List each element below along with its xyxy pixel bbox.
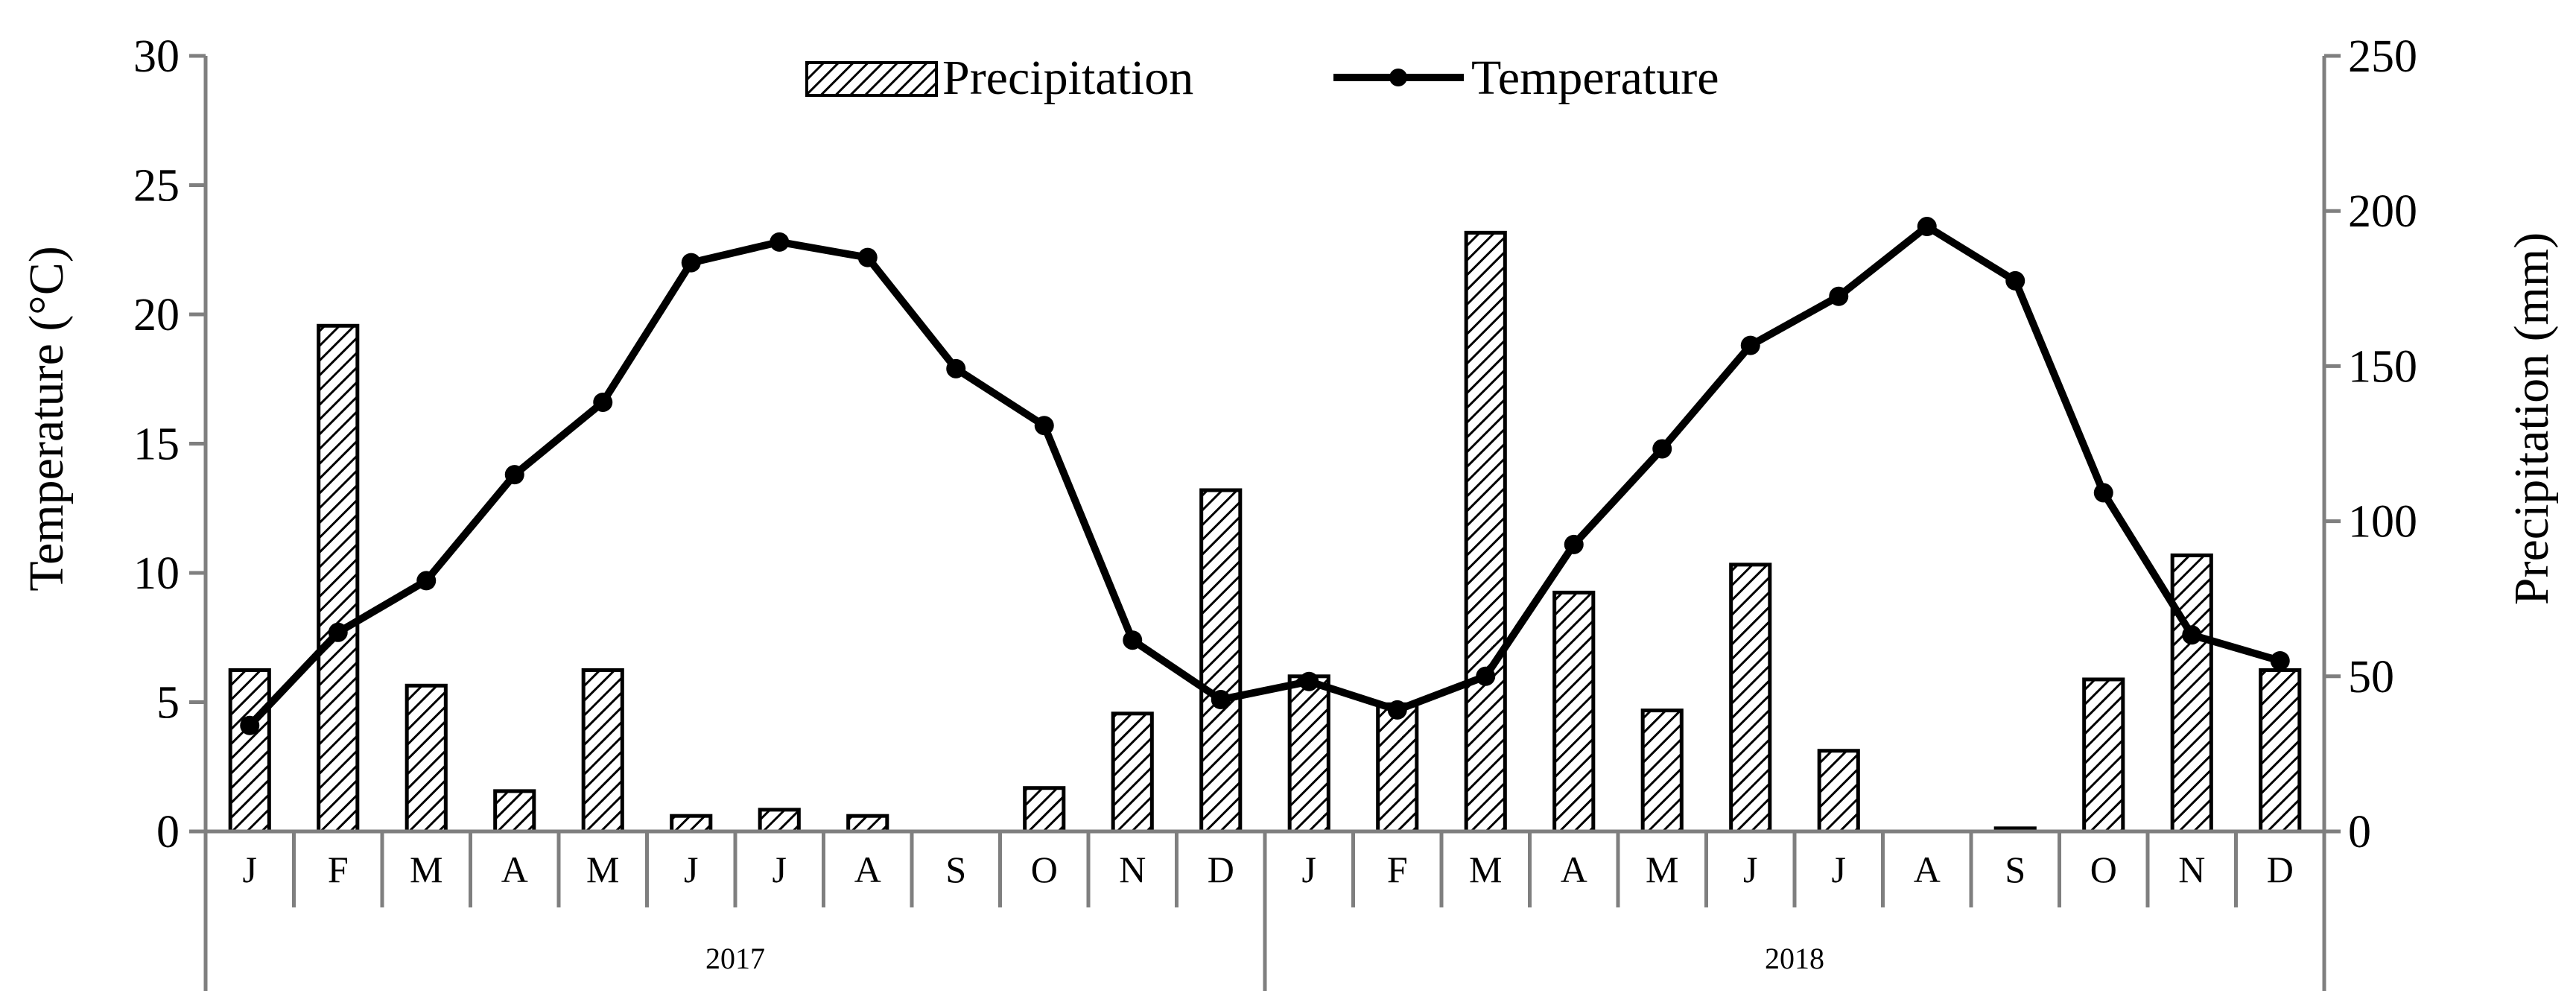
precipitation-bar <box>317 323 360 834</box>
x-axis-month-label: M <box>1646 849 1678 890</box>
temperature-point <box>1211 690 1231 710</box>
x-axis-month-label: M <box>410 849 442 890</box>
precipitation-bar <box>1023 786 1066 834</box>
x-axis-month-label: A <box>854 849 881 890</box>
x-axis-month-label: S <box>945 849 966 890</box>
precipitation-bar <box>2259 668 2302 834</box>
precipitation-bar <box>405 683 448 834</box>
precipitation-bar <box>581 668 624 834</box>
x-axis-year-label: 2018 <box>1765 942 1824 975</box>
x-axis-month-label: D <box>2267 849 2294 890</box>
x-axis-month-label: N <box>2178 849 2205 890</box>
temperature-point <box>1652 439 1672 459</box>
x-axis-month-label: A <box>1914 849 1941 890</box>
left-axis-title: Temperature (°C) <box>19 246 74 591</box>
right-axis-title: Precipitation (mm) <box>2504 232 2559 605</box>
temperature-point <box>240 715 260 735</box>
x-axis-month-label: A <box>501 849 528 890</box>
right-axis: 0 50 100 150 200 250 <box>2322 31 2417 858</box>
temperature-point <box>2182 625 2202 645</box>
temperature-line <box>247 223 2282 729</box>
temperature-point <box>1034 416 1054 436</box>
left-axis-tick-label: 20 <box>133 290 180 340</box>
right-axis-tick-label: 250 <box>2348 31 2417 82</box>
right-axis-tick-label: 50 <box>2348 652 2394 703</box>
temperature-point <box>2005 270 2025 291</box>
temperature-point <box>593 392 613 412</box>
x-axis-year-label: 2017 <box>705 942 765 975</box>
precipitation-bar <box>1729 562 1772 834</box>
x-axis-month-label: M <box>1469 849 1502 890</box>
precipitation-bar <box>1464 230 1507 834</box>
temperature-point <box>504 465 524 485</box>
precipitation-bar <box>1376 702 1419 834</box>
temperature-point <box>328 622 348 642</box>
temperature-point <box>1917 217 1937 237</box>
precipitation-bar <box>758 808 801 834</box>
x-axis-month-label: J <box>243 849 257 890</box>
legend-temperature-marker <box>1389 69 1407 86</box>
temperature-point <box>681 253 701 273</box>
temperature-point <box>946 358 966 378</box>
left-axis-tick-label: 5 <box>156 678 180 729</box>
temperature-point <box>1740 335 1760 355</box>
legend-precipitation-swatch <box>805 61 938 97</box>
legend-precipitation-label: Precipitation <box>942 51 1193 105</box>
precipitation-bar <box>2170 553 2213 834</box>
x-axis-month-label: J <box>773 849 787 890</box>
precipitation-bar <box>1111 711 1154 834</box>
x-axis-month-label: D <box>1208 849 1234 890</box>
x-axis-month-label: J <box>1832 849 1846 890</box>
x-axis-month-label: S <box>2005 849 2025 890</box>
temperature-point <box>1299 671 1319 691</box>
x-axis-month-label: N <box>1119 849 1146 890</box>
x-axis-month-label: J <box>1302 849 1316 890</box>
left-axis-tick-label: 15 <box>133 419 180 470</box>
temperature-point <box>416 571 437 591</box>
x-axis-month-label: O <box>1031 849 1058 890</box>
x-axis-month-label: J <box>684 849 698 890</box>
right-axis-tick-label: 100 <box>2348 497 2417 548</box>
temperature-point <box>2093 483 2113 503</box>
x-axis-month-label: J <box>1743 849 1757 890</box>
temperature-point <box>1476 666 1496 686</box>
precipitation-bar <box>493 789 536 834</box>
precipitation-bar <box>2082 677 2125 834</box>
left-axis-tick-label: 30 <box>133 31 180 82</box>
temperature-point <box>857 247 878 267</box>
precipitation-bars <box>228 230 2302 834</box>
left-axis-tick-label: 25 <box>133 161 180 212</box>
temperature-line-group <box>240 217 2290 735</box>
precipitation-bar <box>846 814 889 834</box>
precipitation-bar <box>1640 709 1684 834</box>
precipitation-bar <box>228 668 271 834</box>
precipitation-bar <box>1817 749 1860 834</box>
legend-temperature-label: Temperature <box>1471 51 1719 105</box>
temperature-point <box>1564 534 1584 554</box>
temperature-point <box>1387 700 1407 720</box>
x-axis-month-label: M <box>586 849 619 890</box>
right-axis-tick-label: 0 <box>2348 807 2371 858</box>
x-axis-month-label: F <box>1387 849 1408 890</box>
x-axis-month-label: O <box>2090 849 2117 890</box>
precipitation-bar <box>1287 674 1330 834</box>
right-axis-tick-label: 200 <box>2348 186 2417 237</box>
left-axis: 0 5 10 15 20 25 30 <box>133 31 208 858</box>
left-axis-tick-label: 0 <box>156 807 180 858</box>
temperature-point <box>1829 286 1849 306</box>
right-axis-tick-label: 150 <box>2348 341 2417 392</box>
legend: Precipitation Temperature <box>805 51 1719 105</box>
temperature-point <box>2270 650 2290 671</box>
precipitation-bar <box>670 814 713 834</box>
temperature-point <box>1123 630 1143 650</box>
precipitation-bar <box>1199 488 1243 834</box>
x-axis: J F M A M J J A S O N D J F M A M J J A S O N D 2017 2018 <box>203 829 2326 991</box>
temperature-point <box>770 232 790 252</box>
x-axis-month-label: F <box>328 849 349 890</box>
x-axis-month-label: A <box>1561 849 1587 890</box>
precipitation-bar <box>1552 590 1596 834</box>
left-axis-tick-label: 10 <box>133 548 180 599</box>
